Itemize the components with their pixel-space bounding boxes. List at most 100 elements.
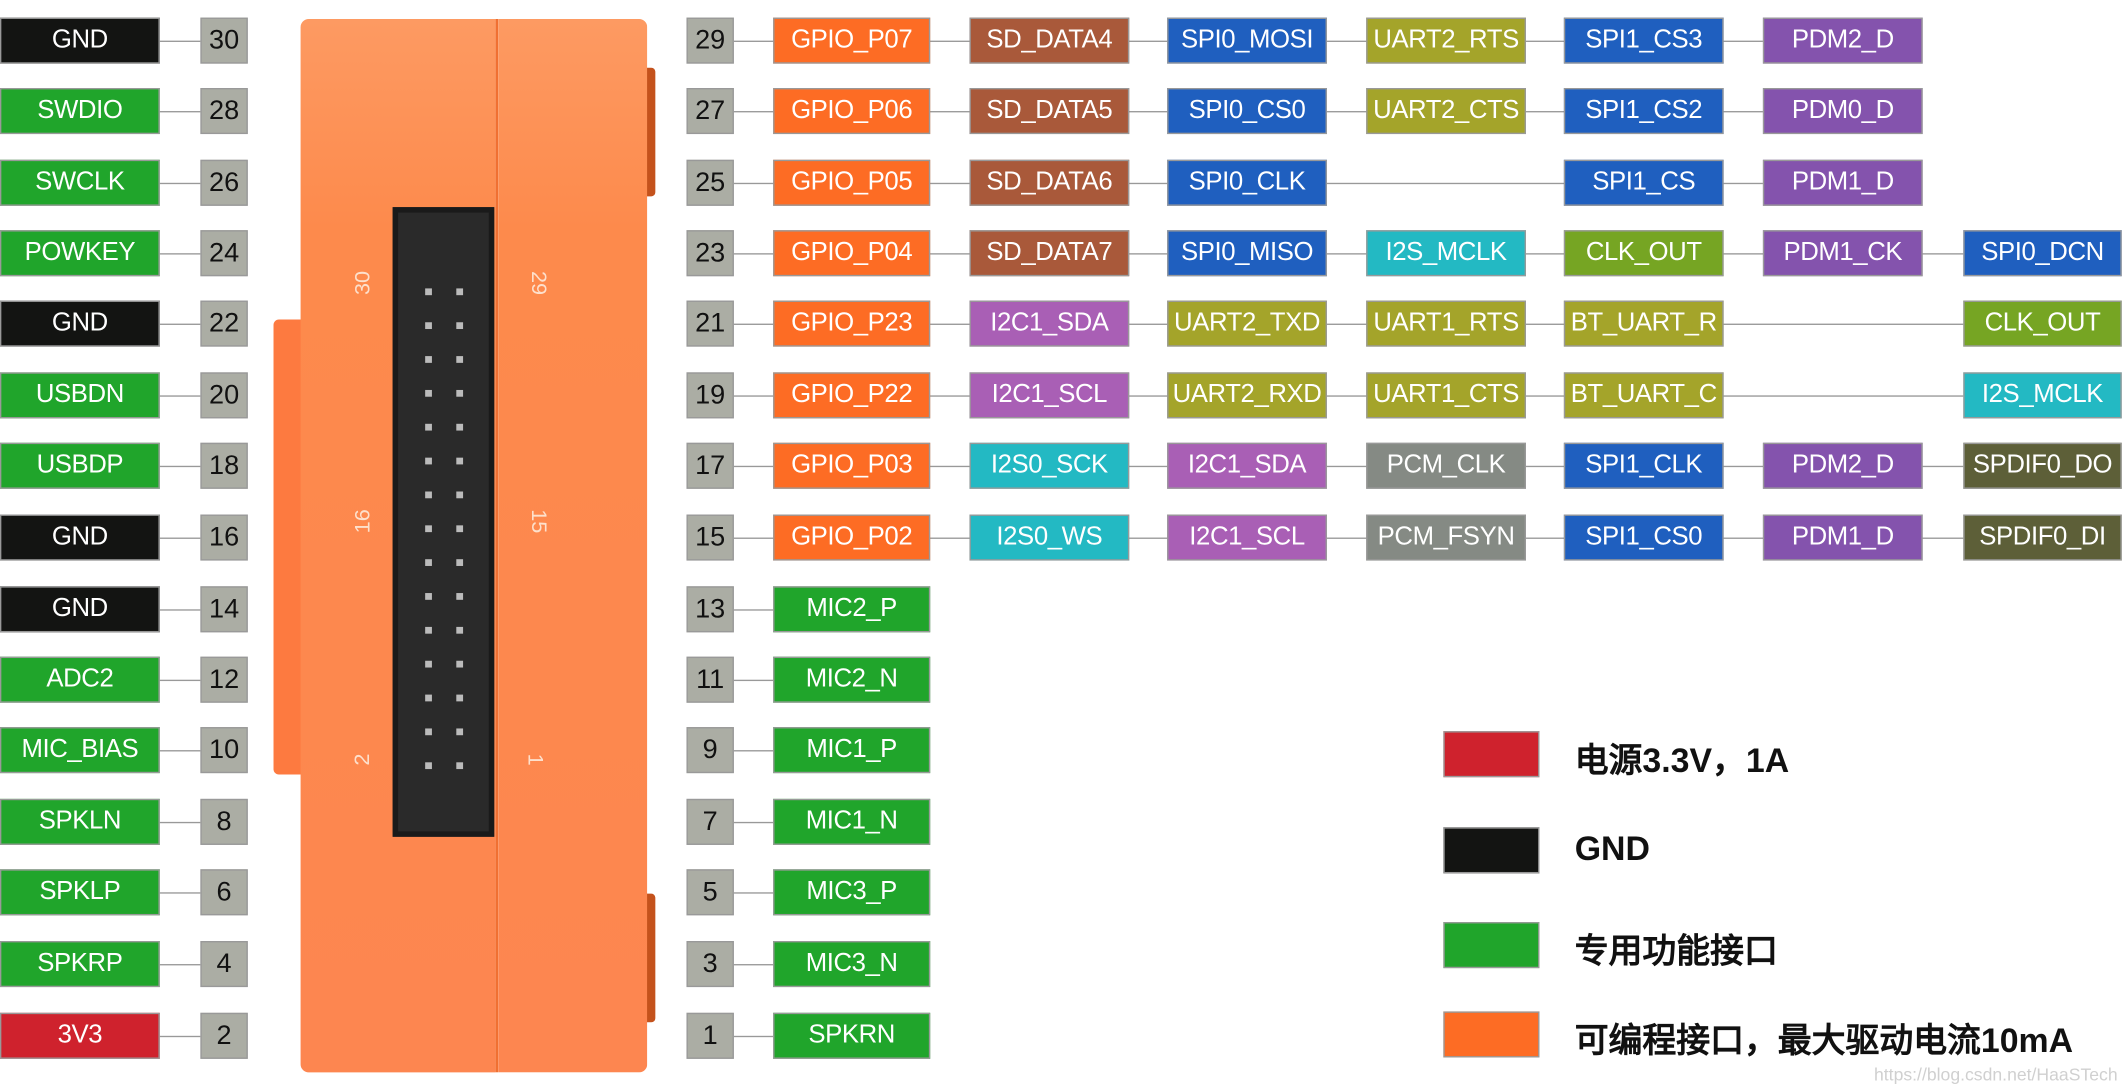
pin-hole [425, 762, 432, 770]
connector-label-2: 2 [351, 753, 375, 766]
pin-function: PDM2_D [1762, 442, 1923, 489]
pin-hole [425, 389, 432, 397]
pin-function: MIC3_N [773, 941, 931, 988]
connector-line [733, 609, 774, 611]
pin-function: CLK_OUT [1563, 230, 1724, 277]
connector-label-16: 16 [351, 509, 375, 534]
pin-function: UART2_CTS [1366, 88, 1526, 135]
pin-hole [425, 559, 432, 566]
pin-hole [425, 423, 432, 431]
pin-function: MIC2_N [773, 656, 931, 703]
pin-hole [425, 660, 432, 668]
pin-number: 20 [200, 372, 248, 419]
legend-swatch [1443, 1011, 1540, 1058]
pin-hole [425, 525, 432, 533]
legend-text: GND [1574, 830, 1650, 868]
pin-label: ADC2 [0, 656, 160, 703]
connector-line [733, 892, 774, 894]
pin-function: GPIO_P07 [773, 17, 931, 64]
pin-function: SPI1_CS0 [1563, 514, 1724, 561]
pin-hole [456, 593, 464, 600]
pin-function: SPI1_CS [1563, 159, 1724, 206]
pin-function: SPDIF0_DO [1963, 442, 2122, 489]
connector-line [733, 537, 1964, 539]
connector-line [159, 1035, 201, 1038]
connector-line [733, 679, 774, 682]
pin-number: 19 [686, 372, 734, 419]
pin-hole [425, 288, 432, 296]
pin-function: PCM_CLK [1366, 442, 1526, 489]
pin-function: PDM0_D [1762, 88, 1923, 135]
pin-number: 6 [200, 869, 248, 916]
pin-function: I2S_MCLK [1366, 230, 1526, 277]
pin-number: 8 [200, 798, 248, 845]
pin-function: PDM1_CK [1762, 230, 1923, 277]
connector-line [159, 964, 201, 966]
pin-hole [425, 728, 432, 736]
pin-hole [456, 322, 464, 330]
pin-function: BT_UART_R [1563, 300, 1724, 347]
legend-text: 电源3.3V，1A [1574, 741, 1790, 780]
connector-label-1: 1 [523, 753, 547, 766]
legend-text: 专用功能接口 [1574, 932, 1778, 971]
pin-function: GPIO_P06 [773, 88, 931, 135]
pin-function: BT_UART_C [1563, 372, 1724, 419]
pin-function: SPKRN [773, 1012, 931, 1059]
pin-number: 11 [686, 656, 734, 703]
pin-label: POWKEY [0, 230, 160, 277]
connector-line [159, 892, 201, 894]
pin-hole [456, 626, 464, 634]
watermark: https://blog.csdn.net/HaaSTech [1873, 1064, 2118, 1085]
pin-function: GPIO_P02 [773, 514, 931, 561]
pin-hole [425, 491, 432, 499]
pin-function: GPIO_P04 [773, 230, 931, 277]
pin-number: 24 [200, 230, 248, 277]
connector-line [733, 1035, 774, 1038]
pin-label: SPKLN [0, 798, 160, 845]
pin-number: 1 [686, 1012, 734, 1059]
connector-line [159, 395, 201, 397]
pin-number: 14 [200, 586, 248, 633]
pin-number: 4 [200, 941, 248, 988]
pin-function: SPI0_CS0 [1167, 88, 1327, 135]
pin-function: I2C1_SDA [969, 300, 1130, 347]
pin-function: SD_DATA7 [969, 230, 1130, 277]
pin-label: SWDIO [0, 88, 160, 135]
pin-hole [456, 288, 464, 296]
pin-hole [425, 694, 432, 702]
pin-hole [425, 322, 432, 330]
pin-label: GND [0, 17, 160, 64]
connector-header [392, 207, 495, 837]
pin-hole [456, 660, 464, 668]
pin-number: 13 [686, 586, 734, 633]
pin-function: UART2_TXD [1167, 300, 1327, 347]
connector-line [159, 679, 201, 682]
connector-line [733, 750, 774, 752]
pin-number: 17 [686, 442, 734, 489]
pin-function: SD_DATA6 [969, 159, 1130, 206]
pin-function: GPIO_P23 [773, 300, 931, 347]
pin-function: I2S0_SCK [969, 442, 1130, 489]
pin-hole [456, 728, 464, 736]
pin-function: MIC1_P [773, 727, 931, 774]
pin-function: I2C1_SCL [969, 372, 1130, 419]
pin-number: 3 [686, 941, 734, 988]
pin-hole [456, 559, 464, 566]
pin-function: SPDIF0_DI [1963, 514, 2122, 561]
pin-number: 21 [686, 300, 734, 347]
pin-hole [456, 525, 464, 533]
pin-label: SPKRP [0, 941, 160, 988]
connector-line [159, 821, 201, 824]
connector-line [159, 182, 201, 185]
pin-number: 30 [200, 17, 248, 64]
pin-number: 25 [686, 159, 734, 206]
pin-number: 12 [200, 656, 248, 703]
pin-label: MIC_BIAS [0, 727, 160, 774]
pin-function: SPI0_DCN [1963, 230, 2122, 277]
pin-number: 2 [200, 1012, 248, 1059]
pin-number: 27 [686, 88, 734, 135]
pin-function: SPI1_CS2 [1563, 88, 1724, 135]
pin-number: 22 [200, 300, 248, 347]
pin-function: SPI0_MISO [1167, 230, 1327, 277]
pin-function: PDM1_D [1762, 514, 1923, 561]
